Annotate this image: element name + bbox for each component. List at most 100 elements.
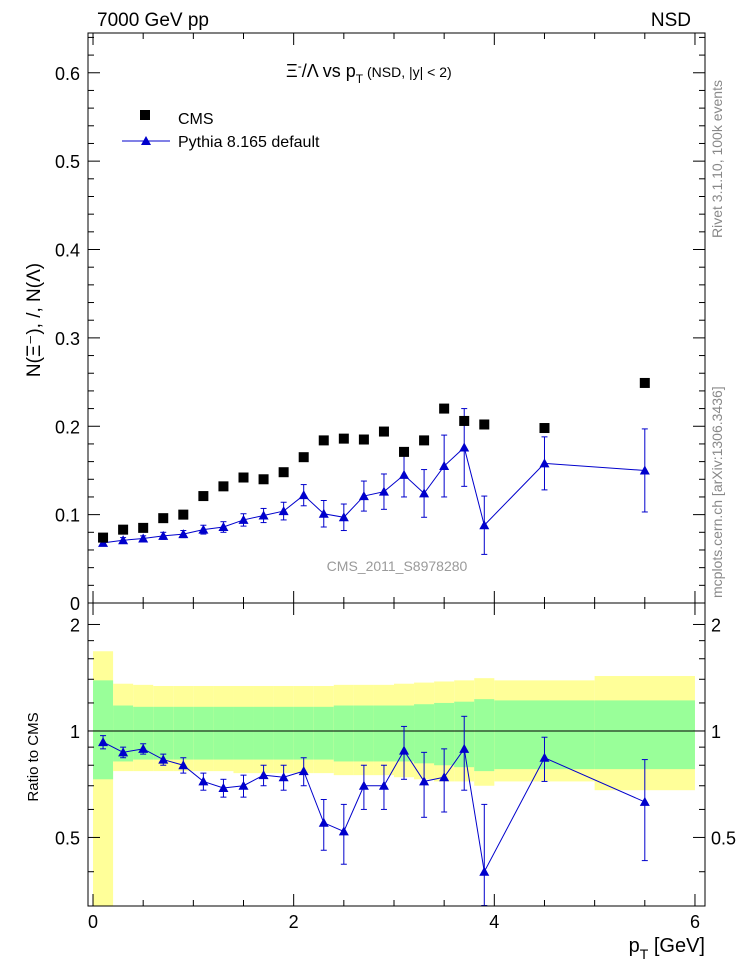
x-tick-label: 4 xyxy=(489,912,499,932)
main-panel xyxy=(88,33,705,603)
mcplots-label: mcplots.cern.ch [arXiv:1306.3436] xyxy=(709,386,725,598)
pythia-point xyxy=(298,490,309,500)
ratio-tick-label-right: 0.5 xyxy=(711,828,736,848)
x-tick-label: 2 xyxy=(289,912,299,932)
ratio-point xyxy=(98,737,109,747)
pythia-point xyxy=(639,465,650,475)
pythia-point xyxy=(439,461,450,471)
cms-point xyxy=(98,532,109,543)
ratio-line xyxy=(102,741,646,874)
ratio-band-inner xyxy=(474,699,495,772)
ratio-frame xyxy=(87,602,706,907)
y-tick-label: 0.2 xyxy=(55,417,80,437)
ratio-band-inner xyxy=(153,706,174,760)
pythia-point xyxy=(358,491,369,501)
ratio-point xyxy=(338,826,349,836)
cms-point xyxy=(278,467,289,478)
pythia-point xyxy=(158,530,169,540)
ratio-point xyxy=(459,743,470,753)
pythia-point xyxy=(479,520,490,530)
ratio-band-inner xyxy=(594,700,695,770)
legend-cms-marker xyxy=(140,110,150,120)
cms-point xyxy=(479,419,490,430)
cms-point xyxy=(138,522,149,533)
ratio-band-inner xyxy=(233,706,254,760)
ratio-band-inner xyxy=(193,706,214,760)
cms-point xyxy=(419,435,430,446)
ratio-point xyxy=(258,770,269,780)
ratio-point xyxy=(278,772,289,782)
rivet-label: Rivet 3.1.10, 100k events xyxy=(709,80,725,238)
ratio-band-inner xyxy=(333,705,354,762)
cms-point xyxy=(298,452,309,463)
cms-point xyxy=(238,472,249,483)
analysis-watermark: CMS_2011_S8978280 xyxy=(327,558,468,574)
ratio-band-inner xyxy=(93,680,114,780)
cms-point xyxy=(198,491,209,502)
ratio-point xyxy=(439,772,450,782)
ratio-point xyxy=(118,747,129,757)
ratio-band-inner xyxy=(434,702,455,766)
pythia-point xyxy=(238,514,249,524)
cms-point xyxy=(118,524,129,535)
pythia-point xyxy=(218,522,229,531)
cms-point xyxy=(178,509,189,520)
x-tick-label: 6 xyxy=(690,912,700,932)
y-tick-label: 0 xyxy=(70,594,80,614)
axes: 0 2 4 600.10.20.30.40.50.60.5 0.51 12 2 xyxy=(55,33,736,932)
ratio-point xyxy=(539,752,550,762)
pythia-point xyxy=(258,510,269,520)
ratio-band-inner xyxy=(293,706,314,760)
pythia-point xyxy=(118,535,129,545)
ratio-band-inner xyxy=(373,705,394,762)
ratio-point xyxy=(479,866,490,876)
cms-point xyxy=(218,481,229,492)
y-tick-label: 0.3 xyxy=(55,329,80,349)
pythia-point xyxy=(539,458,550,468)
pythia-point xyxy=(138,533,149,543)
pythia-point xyxy=(198,524,209,534)
x-axis-label: pT [GeV] xyxy=(629,935,705,962)
pythia-point xyxy=(378,486,389,496)
ratio-data xyxy=(98,715,650,907)
y-axis-label: N(Ξ⁻), /, N(Λ) xyxy=(24,263,45,377)
ratio-point xyxy=(318,817,329,827)
pythia-point xyxy=(178,529,189,539)
legend: CMS Pythia 8.165 default xyxy=(122,110,320,151)
ratio-band-inner xyxy=(273,706,294,760)
pythia-point xyxy=(318,508,329,518)
ratio-axis-label: Ratio to CMS xyxy=(25,712,42,801)
ratio-tick-label-right: 2 xyxy=(711,615,721,635)
cms-point xyxy=(318,435,329,446)
ratio-point xyxy=(358,780,369,790)
pythia-line xyxy=(102,446,645,544)
ratio-point xyxy=(238,780,249,790)
cms-point xyxy=(459,415,470,426)
ratio-band-inner xyxy=(173,706,194,760)
ratio-point xyxy=(298,766,309,776)
ratio-tick-label: 1 xyxy=(70,722,80,742)
cms-point xyxy=(399,446,410,457)
ratio-bands xyxy=(93,651,695,906)
y-tick-label: 0.4 xyxy=(55,241,80,261)
cms-point xyxy=(338,433,349,444)
ratio-tick-label: 2 xyxy=(70,615,80,635)
header-collision: 7000 GeV pp xyxy=(97,10,209,31)
pythia-point xyxy=(459,442,470,452)
cms-point xyxy=(158,513,169,524)
ratio-band-inner xyxy=(133,706,154,760)
y-tick-label: 0.5 xyxy=(55,152,80,172)
cms-point xyxy=(639,377,650,388)
ratio-point xyxy=(639,796,650,806)
ratio-point xyxy=(138,743,149,753)
cms-point xyxy=(258,474,269,485)
ratio-band-inner xyxy=(414,704,435,764)
x-tick-label: 0 xyxy=(88,912,98,932)
main-data xyxy=(98,377,650,555)
header-process: NSD xyxy=(651,10,691,31)
pythia-point xyxy=(419,488,430,498)
y-tick-label: 0.1 xyxy=(55,506,80,526)
ratio-point xyxy=(399,745,410,755)
plot-title: Ξ-/Λ vs pT (NSD, |y| < 2) xyxy=(286,59,452,86)
